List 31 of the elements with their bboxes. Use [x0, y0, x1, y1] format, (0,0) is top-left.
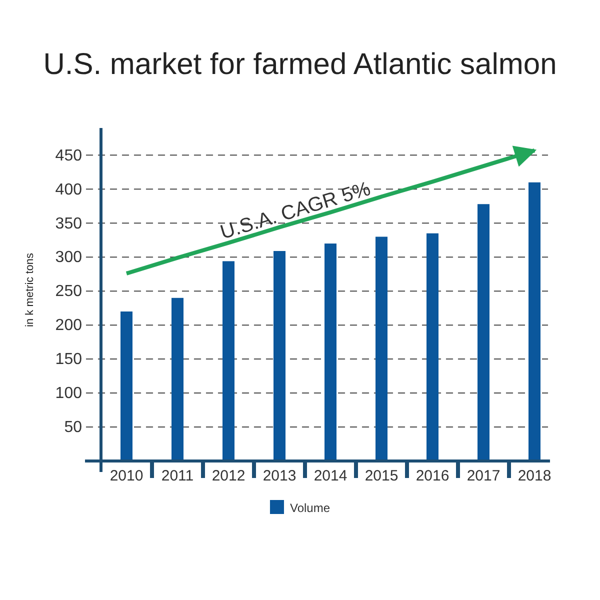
- y-tick-label: 150: [55, 351, 82, 368]
- bar: [120, 311, 132, 461]
- y-tick-label: 450: [55, 147, 82, 164]
- x-tick-label: 2016: [416, 468, 450, 485]
- x-tick-label: 2018: [518, 468, 552, 485]
- chart-title: U.S. market for farmed Atlantic salmon: [43, 48, 557, 81]
- y-tick-label: 300: [55, 249, 82, 266]
- bar: [324, 244, 336, 461]
- bar: [528, 182, 540, 461]
- bar: [478, 204, 490, 461]
- bar: [222, 261, 234, 461]
- y-tick-label: 200: [55, 317, 82, 334]
- bar: [426, 233, 438, 461]
- legend-label: Volume: [290, 501, 330, 515]
- x-tick-label: 2010: [110, 468, 144, 485]
- y-tick-label: 250: [55, 283, 82, 300]
- annotation: U.S.A. CAGR 5%: [218, 178, 374, 244]
- x-tick-label: 2011: [161, 468, 194, 485]
- x-tick-label: 2017: [466, 468, 500, 485]
- y-axis-title: in k metric tons: [24, 252, 36, 327]
- y-tick-label: 400: [55, 181, 82, 198]
- y-tick-label: 350: [55, 215, 82, 232]
- x-tick-label: 2015: [364, 468, 398, 485]
- x-tick-label: 2013: [262, 468, 296, 485]
- y-tick-label: 50: [64, 419, 82, 436]
- x-tick-label: 2012: [212, 468, 246, 485]
- y-tick-label: 100: [55, 385, 82, 402]
- x-tick-label: 2014: [314, 468, 348, 485]
- bar: [172, 298, 184, 461]
- bar: [274, 251, 286, 461]
- bar: [376, 236, 388, 461]
